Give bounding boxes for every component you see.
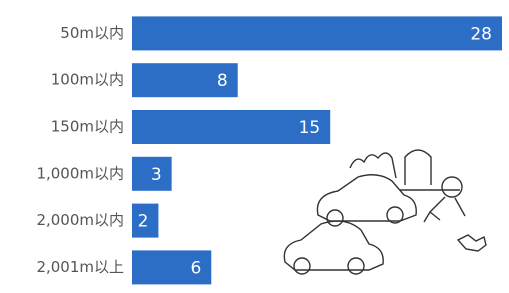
value-label: 15	[299, 118, 321, 138]
value-label: 6	[190, 258, 201, 278]
category-label: 2,001m以上	[36, 258, 124, 276]
illustration	[284, 150, 486, 274]
category-label: 50m以内	[60, 24, 124, 42]
value-label: 2	[138, 212, 149, 232]
value-label: 28	[470, 24, 492, 44]
chart: 50m以内 28 100m以内 8 150m以内 15 1,000m以内 3 2,000m以内 2…	[0, 0, 509, 293]
category-label: 2,000m以内	[36, 211, 124, 229]
value-label: 3	[151, 165, 162, 185]
category-label: 150m以内	[51, 118, 124, 136]
bar	[132, 16, 502, 50]
value-label: 8	[217, 71, 228, 91]
category-label: 1,000m以内	[36, 164, 124, 182]
category-label: 100m以内	[51, 71, 124, 89]
